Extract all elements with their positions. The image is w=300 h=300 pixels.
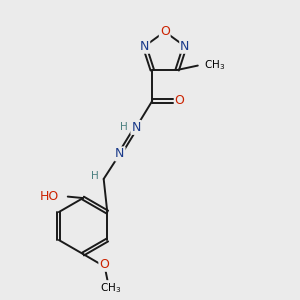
Text: O: O (160, 25, 170, 38)
Text: CH$_3$: CH$_3$ (204, 59, 225, 73)
Text: O: O (99, 258, 109, 271)
Text: H: H (120, 122, 128, 132)
Text: N: N (131, 121, 141, 134)
Text: O: O (175, 94, 184, 107)
Text: HO: HO (40, 190, 59, 203)
Text: N: N (115, 147, 124, 161)
Text: CH$_3$: CH$_3$ (100, 281, 122, 295)
Text: H: H (91, 171, 99, 181)
Text: N: N (140, 40, 149, 53)
Text: N: N (180, 40, 190, 53)
